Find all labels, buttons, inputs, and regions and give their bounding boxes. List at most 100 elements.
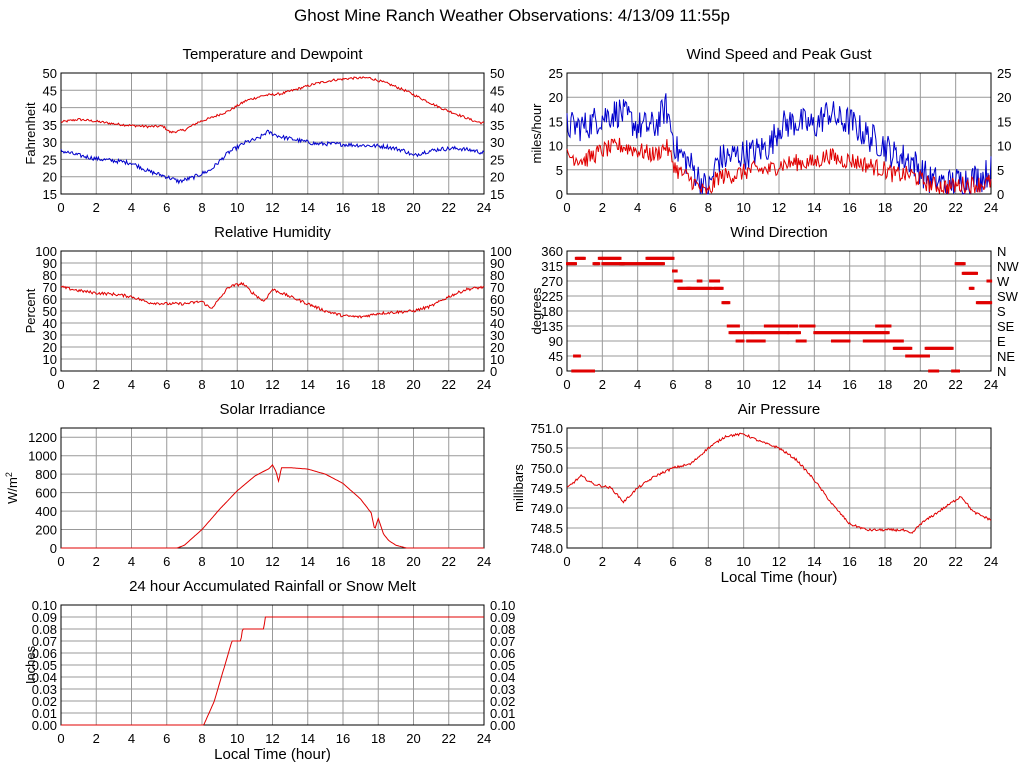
x-tick-label: 20 [406, 554, 420, 569]
y-tick-label: 1200 [28, 430, 57, 445]
y-tick-label: 35 [43, 118, 57, 133]
y-tick-label: 0.04 [32, 670, 57, 685]
y-tick-label-right: 45 [490, 83, 504, 98]
x-tick-label: 22 [948, 377, 962, 392]
direction-point [727, 301, 731, 305]
x-tick-label: 20 [913, 200, 927, 215]
y-tick-label: 270 [541, 274, 563, 289]
y-tick-label: 749.5 [530, 481, 563, 496]
y-tick-label-right: 70 [490, 280, 504, 295]
x-tick-label: 14 [301, 731, 315, 746]
direction-point [583, 256, 586, 260]
x-tick-label: 12 [772, 377, 786, 392]
y-tick-label-right: 0.07 [490, 634, 515, 649]
x-tick-label: 16 [842, 554, 856, 569]
y-tick-label-right: 100 [490, 244, 512, 259]
y-tick-label: 0.08 [32, 622, 57, 637]
y-tick-label-right: 0 [997, 187, 1004, 202]
x-tick-label: 8 [198, 554, 205, 569]
y-tick-label-right: 40 [490, 316, 504, 331]
y-tick-label: 15 [43, 187, 57, 202]
y-tick-label-right: 30 [490, 328, 504, 343]
y-tick-label: 135 [541, 319, 563, 334]
y-axis-label: Fahrenheit [23, 102, 38, 165]
y-tick-label-right: 0.02 [490, 694, 515, 709]
y-tick-label: 70 [43, 280, 57, 295]
x-tick-label: 10 [230, 554, 244, 569]
y-axis-label: Inches [23, 645, 38, 684]
y-tick-label-right: 0.03 [490, 682, 515, 697]
x-tick-label: 6 [163, 731, 170, 746]
x-tick-label: 22 [442, 554, 456, 569]
x-tick-label: 20 [913, 554, 927, 569]
x-tick-label: 0 [57, 731, 64, 746]
x-tick-label: 0 [563, 377, 570, 392]
direction-point [699, 279, 703, 283]
x-tick-label: 24 [984, 554, 998, 569]
plot-frame [60, 72, 485, 195]
main-title: Ghost Mine Ranch Weather Observations: 4… [294, 6, 730, 25]
x-tick-label: 12 [265, 377, 279, 392]
series-line-2 [566, 137, 992, 195]
x-tick-label: 24 [984, 377, 998, 392]
chart-title: Air Pressure [738, 401, 821, 418]
x-tick-label: 24 [984, 200, 998, 215]
x-tick-label: 6 [163, 200, 170, 215]
y-tick-label: 20 [43, 340, 57, 355]
y-tick-label: 5 [556, 163, 563, 178]
x-tick-label: 14 [301, 377, 315, 392]
direction-point [795, 324, 799, 328]
direction-point [936, 369, 940, 373]
y-tick-label: 0.02 [32, 694, 57, 709]
x-tick-label: 16 [336, 731, 350, 746]
y-tick-label: 0 [50, 541, 57, 556]
x-tick-label: 20 [406, 731, 420, 746]
y-tick-label: 45 [43, 83, 57, 98]
x-tick-label: 16 [336, 377, 350, 392]
y-axis-label: millibars [511, 464, 526, 512]
plot-frame [566, 427, 992, 549]
chart-title: 24 hour Accumulated Rainfall or Snow Mel… [129, 578, 417, 595]
direction-point [888, 324, 892, 328]
x-tick-label: 0 [57, 554, 64, 569]
direction-point [721, 286, 724, 290]
x-tick-label: 12 [265, 731, 279, 746]
x-tick-label: 16 [336, 554, 350, 569]
y-axis-label: degrees [529, 287, 544, 334]
y-tick-label: 60 [43, 292, 57, 307]
x-tick-label: 8 [705, 377, 712, 392]
y-axis-label: miles/hour [529, 103, 544, 164]
y-axis-label: W/m2 [4, 472, 20, 504]
y-tick-label: 180 [541, 304, 563, 319]
plot-frame [60, 250, 485, 372]
direction-point [619, 256, 622, 260]
x-tick-label: 18 [371, 731, 385, 746]
y-tick-label: 750.5 [530, 441, 563, 456]
y-tick-label-right: 0.09 [490, 610, 515, 625]
series-line-1 [60, 281, 485, 319]
x-tick-label: 16 [842, 377, 856, 392]
y-tick-label-right: 60 [490, 292, 504, 307]
y-tick-label: 10 [43, 352, 57, 367]
x-tick-label: 4 [128, 554, 135, 569]
y-tick-label-right: 25 [997, 66, 1011, 81]
y-tick-label: 20 [43, 170, 57, 185]
direction-point [927, 354, 930, 358]
y-tick-label: 15 [549, 114, 563, 129]
y-tick-label: 0.07 [32, 634, 57, 649]
series-line-1 [566, 432, 992, 534]
y-tick-label-right: E [997, 334, 1006, 349]
direction-point [963, 262, 966, 266]
y-tick-label-right: 30 [490, 135, 504, 150]
y-tick-label-right: 20 [490, 340, 504, 355]
y-tick-label-right: W [997, 274, 1010, 289]
y-tick-label-right: 25 [490, 152, 504, 167]
x-tick-label: 12 [265, 200, 279, 215]
x-tick-label: 10 [736, 554, 750, 569]
y-tick-label-right: 20 [997, 90, 1011, 105]
